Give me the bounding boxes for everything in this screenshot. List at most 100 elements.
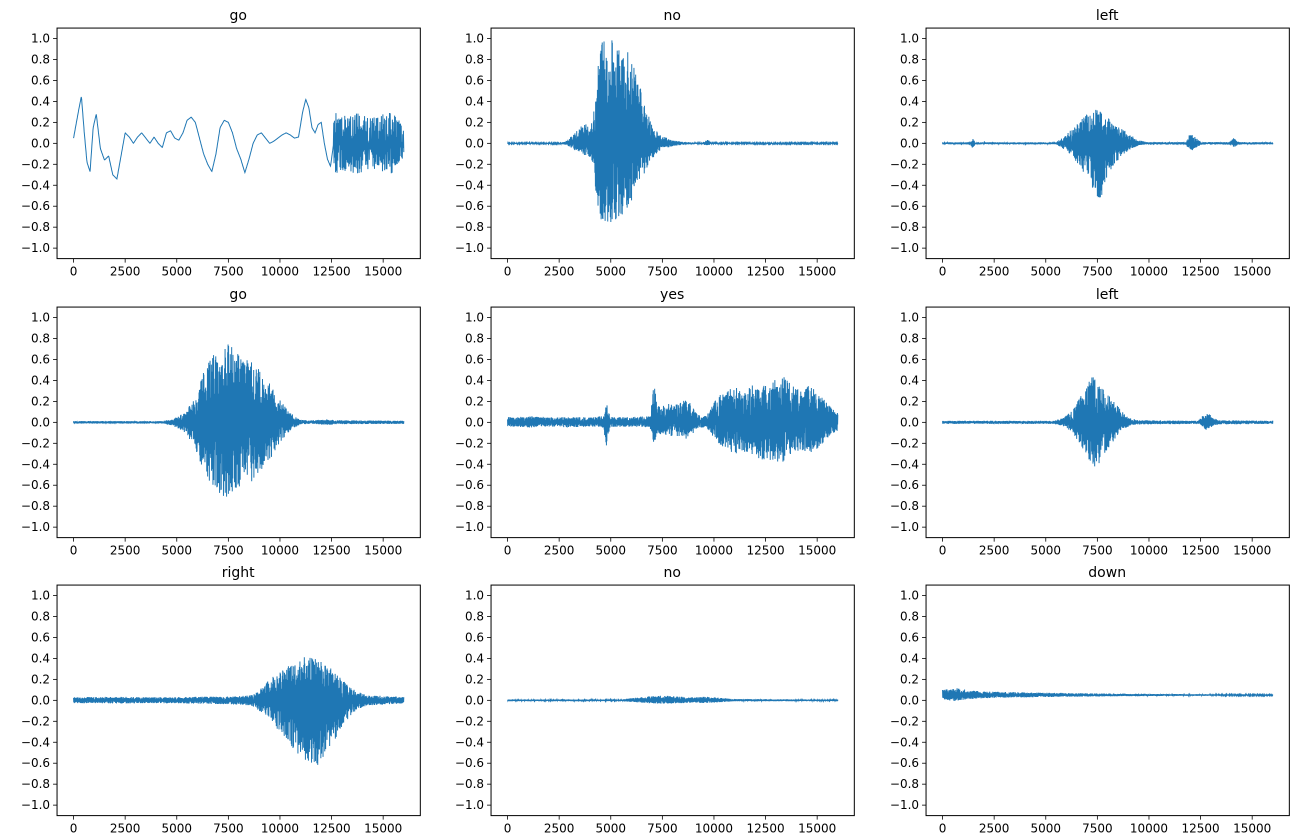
x-tick-label: 5000 <box>596 822 627 836</box>
y-tick-label: 0.6 <box>900 352 919 366</box>
x-tick-label: 12500 <box>747 265 785 279</box>
subplot-9-down: down 1.0 0.8 0.6 0.4 0.2 0.0 −0.2 −0.4 −0.6 −0.8 −… <box>890 565 1290 836</box>
plot-title: go <box>229 287 246 303</box>
x-tick-label: 5000 <box>1030 265 1061 279</box>
y-tick-label: −0.8 <box>890 220 919 234</box>
axes-box <box>490 27 856 260</box>
axes-box <box>925 27 1290 260</box>
x-tick-label: 2500 <box>979 822 1010 836</box>
waveform-line <box>941 109 1273 198</box>
x-tick-label: 15000 <box>364 822 402 836</box>
y-tick-label: 0.6 <box>900 73 919 87</box>
x-tick-label: 5000 <box>1030 822 1061 836</box>
x-tick-label: 12500 <box>1181 822 1219 836</box>
x-tick-label: 7500 <box>1082 543 1113 557</box>
plot-title: down <box>1088 565 1126 581</box>
axes-box <box>925 306 1290 538</box>
x-tick-label: 10000 <box>695 543 733 557</box>
y-tick-label: 0.6 <box>465 73 484 87</box>
y-tick-label: −1.0 <box>455 798 484 812</box>
y-tick-label: −1.0 <box>455 520 484 534</box>
x-tick-label: 5000 <box>596 543 627 557</box>
x-tick-label: 5000 <box>161 822 192 836</box>
y-tick-label: 0.0 <box>465 415 484 429</box>
x-tick-label: 12500 <box>312 822 350 836</box>
y-tick-label: 0.0 <box>465 136 484 150</box>
y-tick-label: 0.4 <box>465 652 484 666</box>
x-tick-label: 12500 <box>312 543 350 557</box>
x-tick-label: 0 <box>938 543 946 557</box>
y-tick-label: 0.4 <box>900 94 919 108</box>
axes-box <box>490 306 856 538</box>
y-tick-label: 0.0 <box>31 694 50 708</box>
y-tick-label: −0.4 <box>890 178 919 192</box>
y-tick-label: 1.0 <box>31 310 50 324</box>
y-tick-label: 1.0 <box>31 589 50 603</box>
y-tick-label: 0.4 <box>465 373 484 387</box>
x-tick-label: 7500 <box>1082 265 1113 279</box>
y-tick-label: −1.0 <box>455 241 484 255</box>
y-tick-label: −1.0 <box>890 798 919 812</box>
y-tick-label: −0.2 <box>890 715 919 729</box>
x-tick-label: 7500 <box>647 265 678 279</box>
x-tick-label: 2500 <box>110 543 141 557</box>
y-tick-label: −0.6 <box>455 478 484 492</box>
y-tick-label: 0.2 <box>465 394 484 408</box>
y-tick-label: −0.8 <box>21 220 50 234</box>
x-tick-label: 12500 <box>312 265 350 279</box>
y-tick-label: −0.2 <box>890 157 919 171</box>
axes-box <box>925 584 1290 817</box>
y-tick-label: 0.2 <box>31 394 50 408</box>
x-tick-label: 10000 <box>1130 265 1168 279</box>
plot-title: left <box>1096 8 1119 24</box>
y-tick-label: 0.4 <box>900 652 919 666</box>
y-tick-label: 0.0 <box>900 415 919 429</box>
y-tick-label: 0.4 <box>31 94 50 108</box>
x-tick-label: 2500 <box>544 543 575 557</box>
x-tick-label: 5000 <box>161 543 192 557</box>
y-tick-label: 0.2 <box>900 115 919 129</box>
x-tick-label: 7500 <box>213 543 244 557</box>
plot-title: no <box>664 8 681 24</box>
x-tick-label: 12500 <box>747 543 785 557</box>
y-tick-label: −0.4 <box>455 178 484 192</box>
y-tick-label: −1.0 <box>21 798 50 812</box>
y-tick-label: −0.8 <box>21 778 50 792</box>
y-tick-label: −0.8 <box>21 499 50 513</box>
plot-title: no <box>664 565 681 581</box>
x-tick-label: 15000 <box>798 265 836 279</box>
y-tick-label: −0.2 <box>455 715 484 729</box>
y-tick-label: −0.6 <box>890 757 919 771</box>
waveform-line <box>73 96 405 180</box>
y-tick-label: −0.6 <box>890 478 919 492</box>
x-tick-label: 0 <box>70 543 78 557</box>
subplot-6-left: left 1.0 0.8 0.6 0.4 0.2 0.0 −0.2 −0.4 −0.6 −0.8 −… <box>890 287 1290 557</box>
waveform-line <box>507 696 839 705</box>
y-tick-label: −0.2 <box>455 157 484 171</box>
x-tick-label: 15000 <box>364 265 402 279</box>
x-tick-label: 12500 <box>1181 265 1219 279</box>
y-tick-label: −0.6 <box>455 199 484 213</box>
subplot-7-right: right 1.0 0.8 0.6 0.4 0.2 0.0 −0.2 −0.4 −0.6 −0.8… <box>21 565 421 836</box>
y-tick-label: −0.8 <box>455 778 484 792</box>
y-tick-label: 0.4 <box>31 652 50 666</box>
plot-title: left <box>1096 287 1119 303</box>
y-tick-label: 0.6 <box>31 631 50 645</box>
y-tick-label: −0.2 <box>21 436 50 450</box>
x-tick-label: 5000 <box>161 265 192 279</box>
x-tick-label: 2500 <box>544 265 575 279</box>
y-tick-label: 0.8 <box>900 610 919 624</box>
x-tick-label: 2500 <box>979 265 1010 279</box>
y-tick-label: 1.0 <box>900 32 919 46</box>
y-tick-label: 0.2 <box>900 394 919 408</box>
x-tick-label: 5000 <box>596 265 627 279</box>
subplot-2-no: no 1.0 0.8 0.6 0.4 0.2 0.0 −0.2 −0.4 −0.6 −0.8 −1.… <box>455 8 856 279</box>
y-tick-label: 1.0 <box>465 310 484 324</box>
x-tick-label: 0 <box>504 265 512 279</box>
x-tick-label: 0 <box>70 822 78 836</box>
x-tick-label: 0 <box>938 822 946 836</box>
x-tick-label: 15000 <box>798 543 836 557</box>
x-tick-label: 0 <box>70 265 78 279</box>
waveform-line <box>73 657 405 766</box>
